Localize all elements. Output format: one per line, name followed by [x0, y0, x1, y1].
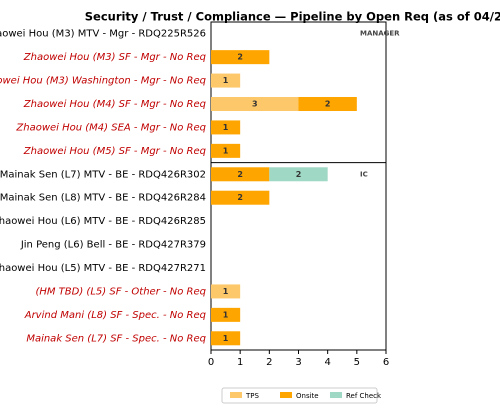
plot-area	[210, 21, 387, 351]
y-tick-label: Mainak Sen (L7) MTV - BE - RDQ426R302	[0, 169, 206, 180]
x-tick-label: 2	[266, 357, 272, 368]
bar	[211, 331, 241, 346]
y-tick-label: Zhaowei Hou (M4) SEA - Mgr - No Req	[15, 122, 206, 133]
x-tick-label: 3	[295, 357, 301, 368]
y-tick-label: Arvind Mani (L8) SF - Spec. - No Req	[24, 310, 206, 321]
y-tick-label: Mainak Sen (L7) SF - Spec. - No Req	[26, 333, 206, 344]
value-label: 1	[223, 123, 229, 132]
y-tick-label: Zhaowei Hou (M4) SF - Mgr - No Req	[23, 99, 206, 110]
bar	[211, 143, 241, 158]
y-tick-label: Zhaowei Hou (L6) MTV - BE - RDQ426R285	[0, 216, 206, 227]
y-tick-label: Zhaowei Hou (M3) Washington - Mgr - No R…	[0, 76, 206, 87]
legend-label: TPS	[245, 392, 259, 400]
value-label: 2	[325, 100, 331, 109]
group-annotation: IC	[360, 170, 368, 178]
x-tick-label: 1	[237, 357, 243, 368]
value-label: 1	[223, 334, 229, 343]
y-tick-label: (HM TBD) (L5) SF - Other - No Req	[35, 286, 206, 297]
value-label: 2	[237, 53, 243, 62]
value-label: 3	[252, 100, 258, 109]
x-tick-label: 5	[354, 357, 360, 368]
value-label: 1	[223, 310, 229, 319]
y-tick-label: Zhaowei Hou (M3) MTV - Mgr - RDQ225R526	[0, 29, 206, 40]
bar	[269, 167, 328, 182]
y-tick-label: Mainak Sen (L8) MTV - BE - RDQ426R284	[0, 193, 206, 204]
group-annotation: MANAGER	[360, 30, 400, 38]
x-tick-label: 0	[208, 357, 214, 368]
legend-box	[221, 387, 378, 404]
legend-swatch	[280, 392, 292, 398]
y-tick-label: Zhaowei Hou (L5) MTV - BE - RDQ427R271	[0, 263, 206, 274]
value-label: 1	[223, 76, 229, 85]
chart-title: Security / Trust / Compliance — Pipeline…	[85, 10, 500, 24]
bar	[211, 190, 270, 205]
legend-label: Onsite	[296, 392, 319, 400]
x-tick-label: 4	[324, 357, 330, 368]
x-tick-label: 6	[383, 357, 389, 368]
bar	[298, 97, 357, 111]
legend-swatch	[230, 392, 242, 398]
y-tick-label: Zhaowei Hou (M5) SF - Mgr - No Req	[23, 146, 206, 157]
bar	[211, 167, 270, 182]
bar	[211, 73, 241, 88]
bar	[211, 120, 241, 135]
bar	[211, 284, 241, 299]
bar	[211, 97, 299, 111]
y-tick-label: Jin Peng (L6) Bell - BE - RDQ427R379	[20, 240, 206, 251]
y-tick-label: Zhaowei Hou (M3) SF - Mgr - No Req	[23, 52, 206, 63]
legend-label: Ref Check	[346, 392, 382, 400]
value-label: 1	[223, 287, 229, 296]
value-label: 2	[237, 170, 243, 179]
bar	[211, 307, 241, 322]
value-label: 2	[237, 193, 243, 202]
bar	[211, 50, 270, 65]
value-label: 2	[296, 170, 302, 179]
value-label: 1	[223, 146, 229, 155]
legend-swatch	[330, 392, 342, 398]
